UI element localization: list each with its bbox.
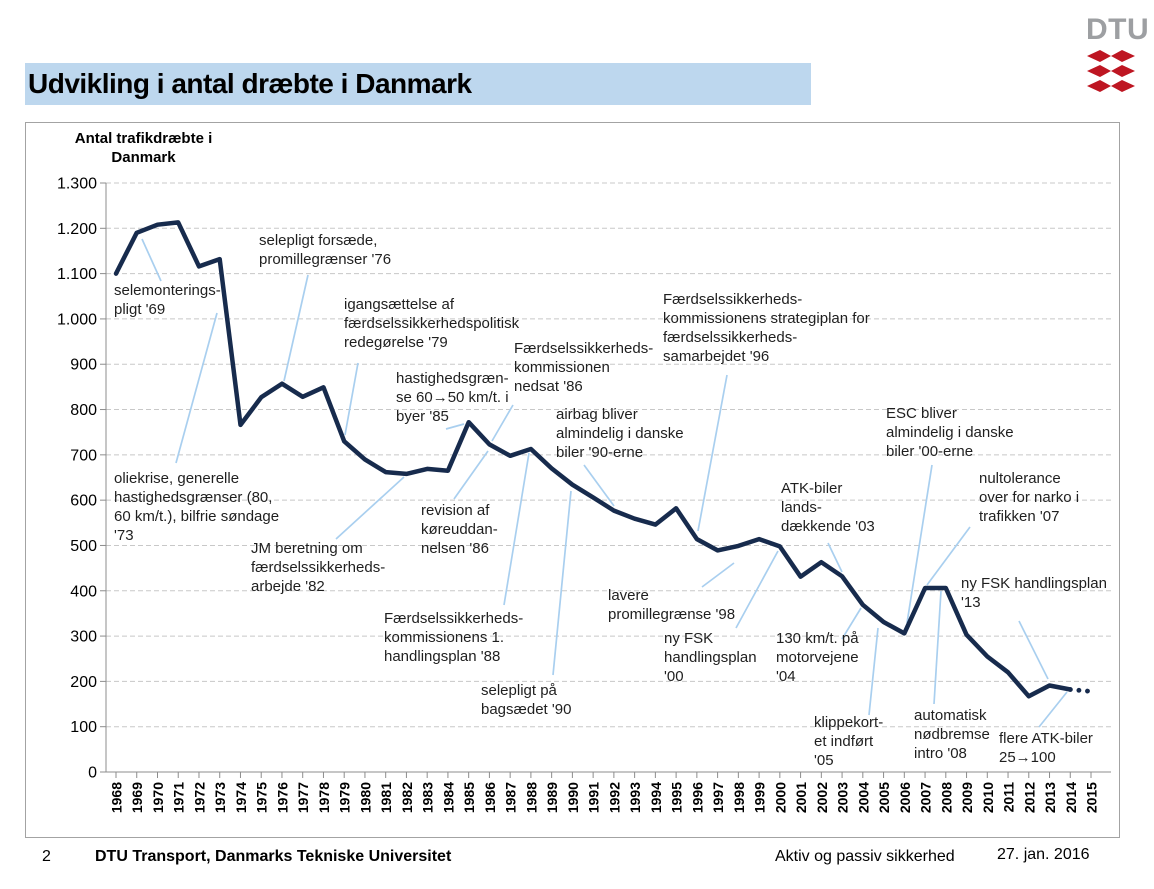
svg-text:400: 400 [70,583,97,600]
svg-text:1976: 1976 [274,782,290,813]
svg-text:1973: 1973 [212,782,228,813]
slide-title: Udvikling i antal dræbte i Danmark [28,68,472,99]
svg-text:2007: 2007 [918,782,934,813]
chart-canvas: 0 100 200 300 400 500 600 700 800 900 1.000 1.100 1.… [57,175,1111,813]
svg-text:1974: 1974 [233,782,249,813]
svg-text:2010: 2010 [980,782,996,813]
svg-text:1978: 1978 [316,782,332,813]
svg-text:2013: 2013 [1042,782,1058,813]
svg-text:1.100: 1.100 [57,266,97,283]
slide-title-bar: Udvikling i antal dræbte i Danmark [25,63,811,105]
svg-text:1970: 1970 [150,782,166,813]
svg-text:1982: 1982 [399,782,415,813]
svg-text:1969: 1969 [129,782,145,813]
svg-text:2006: 2006 [897,782,913,813]
svg-text:1.000: 1.000 [57,311,97,328]
footer-affiliation: DTU Transport, Danmarks Tekniske Univers… [95,848,452,865]
svg-text:1980: 1980 [357,782,373,813]
svg-text:100: 100 [70,719,97,736]
dtu-logo: DTU [1086,13,1150,93]
chart-title: Antal trafikdræbte i Danmark [74,130,213,166]
page-number: 2 [42,848,51,865]
svg-text:1994: 1994 [648,782,664,813]
svg-text:1984: 1984 [440,782,456,813]
footer: 2 DTU Transport, Danmarks Tekniske Unive… [0,846,1154,876]
svg-text:1987: 1987 [503,782,519,813]
svg-text:1985: 1985 [461,782,477,813]
svg-text:2005: 2005 [876,782,892,813]
svg-text:1981: 1981 [378,782,394,813]
svg-text:900: 900 [70,357,97,374]
svg-text:1989: 1989 [544,782,560,813]
svg-text:1999: 1999 [752,782,768,813]
svg-text:1.200: 1.200 [57,221,97,238]
svg-text:1975: 1975 [254,782,270,813]
footer-date: 27. jan. 2016 [997,846,1090,863]
svg-text:1983: 1983 [420,782,436,813]
svg-text:1996: 1996 [689,782,705,813]
svg-text:1986: 1986 [482,782,498,813]
svg-text:2004: 2004 [855,782,871,813]
svg-text:0: 0 [88,765,97,782]
svg-text:1991: 1991 [586,782,602,813]
svg-text:2014: 2014 [1063,782,1079,813]
svg-text:300: 300 [70,629,97,646]
svg-text:1997: 1997 [710,782,726,813]
svg-text:1998: 1998 [731,782,747,813]
svg-text:1992: 1992 [606,782,622,813]
svg-text:2015: 2015 [1084,782,1100,813]
svg-text:2012: 2012 [1021,782,1037,813]
svg-text:2001: 2001 [793,782,809,813]
svg-text:500: 500 [70,538,97,555]
svg-text:2011: 2011 [1001,782,1017,813]
svg-text:2000: 2000 [772,782,788,813]
svg-text:800: 800 [70,402,97,419]
svg-text:1990: 1990 [565,782,581,813]
svg-text:1972: 1972 [191,782,207,813]
svg-text:1995: 1995 [669,782,685,813]
svg-text:700: 700 [70,447,97,464]
svg-text:2009: 2009 [959,782,975,813]
fatalities-chart: 0 100 200 300 400 500 600 700 800 900 1.000 1.100 1.… [25,122,1120,838]
footer-course: Aktiv og passiv sikkerhed [775,848,955,865]
svg-text:600: 600 [70,493,97,510]
svg-text:1.300: 1.300 [57,175,97,192]
svg-text:1993: 1993 [627,782,643,813]
svg-text:1979: 1979 [337,782,353,813]
svg-text:2008: 2008 [938,782,954,813]
svg-text:2003: 2003 [835,782,851,813]
svg-text:2002: 2002 [814,782,830,813]
svg-text:1988: 1988 [523,782,539,813]
svg-text:1968: 1968 [109,782,125,813]
svg-text:1977: 1977 [295,782,311,813]
dtu-logo-waves-icon [1087,50,1135,92]
dtu-logo-text: DTU [1086,13,1150,46]
svg-text:200: 200 [70,674,97,691]
svg-text:1971: 1971 [171,782,187,813]
